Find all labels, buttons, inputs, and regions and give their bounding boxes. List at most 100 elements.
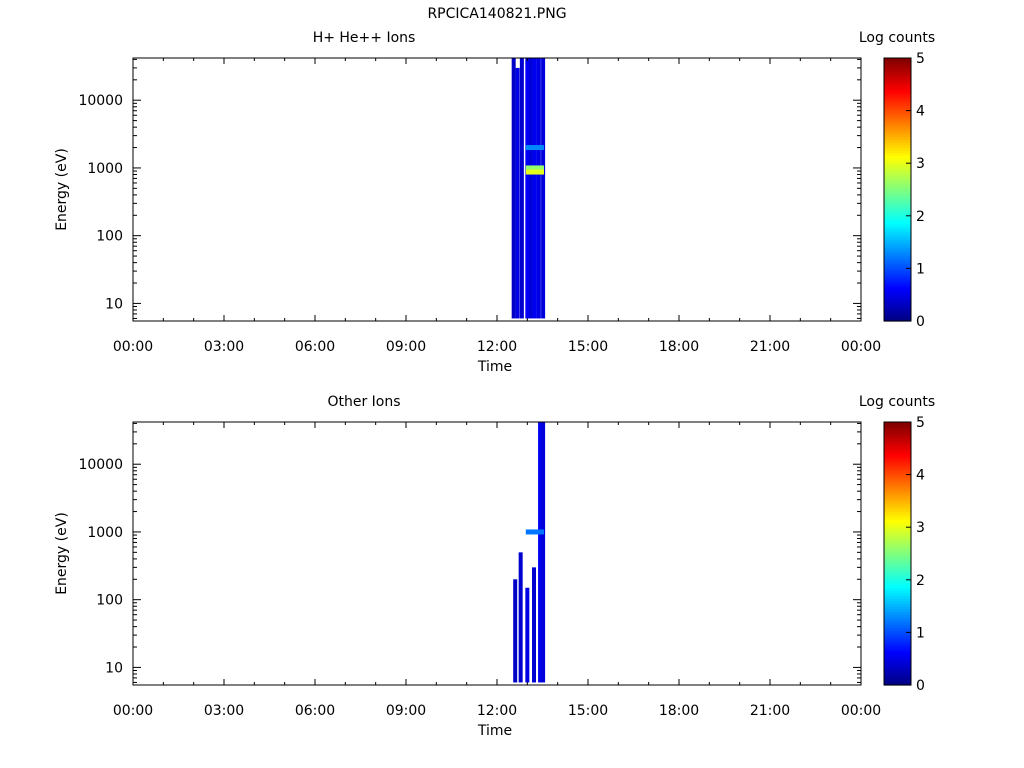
data-column bbox=[532, 567, 537, 683]
colorbar-segment bbox=[884, 157, 911, 162]
colorbar-segment bbox=[884, 482, 911, 486]
colorbar-segment bbox=[884, 677, 911, 681]
colorbar-segment bbox=[884, 192, 911, 196]
colorbar-tick-label: 4 bbox=[916, 468, 925, 484]
colorbar-segment bbox=[884, 500, 911, 505]
colorbar-segment bbox=[884, 268, 911, 272]
colorbar-segment bbox=[884, 456, 911, 460]
colorbar-segment bbox=[884, 437, 911, 442]
colorbar-segment bbox=[884, 60, 911, 64]
colorbar-segment bbox=[884, 244, 911, 248]
colorbar-segment bbox=[884, 294, 911, 298]
colorbar-segment bbox=[884, 215, 911, 220]
x-tick-label: 03:00 bbox=[204, 703, 244, 719]
x-tick-label: 09:00 bbox=[386, 703, 426, 719]
colorbar-segment bbox=[884, 506, 911, 510]
spectrogram-data bbox=[511, 58, 546, 319]
spectrogram-panel: Other Ions 00:00 03:00 06:00 09:00 12:00 15:00… bbox=[54, 394, 935, 739]
colorbar-segment bbox=[884, 176, 911, 180]
colorbar-segment bbox=[884, 587, 911, 591]
data-column bbox=[541, 58, 546, 319]
colorbar-segment bbox=[884, 574, 911, 578]
colorbar-segment bbox=[884, 450, 911, 455]
colorbar-tick-label: 1 bbox=[916, 261, 925, 277]
colorbar-label: Log counts bbox=[859, 30, 935, 46]
colorbar-segment bbox=[884, 453, 911, 457]
colorbar-segment bbox=[884, 144, 911, 149]
colorbar-segment bbox=[884, 68, 911, 72]
colorbar-segment bbox=[884, 92, 911, 96]
colorbar-segment bbox=[884, 532, 911, 536]
colorbar-segment bbox=[884, 205, 911, 209]
colorbar-segment bbox=[884, 516, 911, 520]
colorbar-segment bbox=[884, 550, 911, 555]
colorbar-segment bbox=[884, 671, 911, 676]
colorbar-segment bbox=[884, 682, 911, 686]
y-tick-label: 10000 bbox=[78, 457, 123, 473]
colorbar-segment bbox=[884, 165, 911, 170]
colorbar-segment bbox=[884, 592, 911, 597]
colorbar-segment bbox=[884, 315, 911, 319]
colorbar-segment bbox=[884, 469, 911, 473]
colorbar-segment bbox=[884, 635, 911, 639]
colorbar-segment bbox=[884, 440, 911, 444]
colorbar-segment bbox=[884, 249, 911, 254]
colorbar-segment bbox=[884, 207, 911, 212]
colorbar-segment bbox=[884, 432, 911, 436]
y-tick-label: 10000 bbox=[78, 93, 123, 109]
data-column bbox=[532, 58, 537, 319]
x-tick-label: 00:00 bbox=[113, 339, 153, 355]
colorbar-segment bbox=[884, 535, 911, 539]
colorbar-segment bbox=[884, 674, 911, 678]
peak-band bbox=[525, 165, 545, 171]
colorbar-segment bbox=[884, 168, 911, 172]
colorbar-segment bbox=[884, 126, 911, 130]
data-column bbox=[518, 552, 523, 683]
colorbar-segment bbox=[884, 527, 911, 531]
colorbar-segment bbox=[884, 474, 911, 478]
spectrogram-panel: H+ He++ Ions 00:00 03:00 06:00 09:00 12:00 15:… bbox=[54, 30, 935, 375]
colorbar-segment bbox=[884, 445, 911, 449]
colorbar-segment bbox=[884, 669, 911, 673]
colorbar-segment bbox=[884, 627, 911, 631]
colorbar-segment bbox=[884, 263, 911, 267]
colorbar-segment bbox=[884, 218, 911, 222]
x-tick-label: 21:00 bbox=[750, 339, 790, 355]
colorbar-segment bbox=[884, 113, 911, 117]
colorbar-segment bbox=[884, 139, 911, 143]
x-axis-label: Time bbox=[477, 723, 512, 739]
y-tick-label: 10 bbox=[105, 660, 123, 676]
colorbar-segment bbox=[884, 181, 911, 185]
colorbar-segment bbox=[884, 115, 911, 120]
colorbar-segment bbox=[884, 495, 911, 499]
colorbar-segment bbox=[884, 645, 911, 649]
colorbar-segment bbox=[884, 595, 911, 599]
colorbar-segment bbox=[884, 289, 911, 293]
colorbar-segment bbox=[884, 200, 911, 204]
colorbar-segment bbox=[884, 653, 911, 657]
colorbar-segment bbox=[884, 524, 911, 528]
colorbar-segment bbox=[884, 278, 911, 283]
y-tick-label: 1000 bbox=[87, 525, 123, 541]
colorbar-segment bbox=[884, 257, 911, 262]
colorbar-segment bbox=[884, 558, 911, 562]
x-axis-label: Time bbox=[477, 359, 512, 375]
colorbar-segment bbox=[884, 184, 911, 188]
colorbar: 0 1 2 3 4 5 Log counts bbox=[859, 394, 935, 694]
plot-frame bbox=[132, 421, 862, 686]
colorbar-segment bbox=[884, 561, 911, 565]
colorbar-segment bbox=[884, 600, 911, 605]
colorbar-segment bbox=[884, 487, 911, 491]
x-tick-label: 15:00 bbox=[568, 703, 608, 719]
colorbar-segment bbox=[884, 310, 911, 314]
colorbar-segment bbox=[884, 123, 911, 127]
colorbar-tick-label: 1 bbox=[916, 625, 925, 641]
colorbar-segment bbox=[884, 194, 911, 198]
x-tick-label: 18:00 bbox=[659, 703, 699, 719]
colorbar-segment bbox=[884, 276, 911, 280]
colorbar-segment bbox=[884, 292, 911, 296]
colorbar-segment bbox=[884, 134, 911, 138]
colorbar-segment bbox=[884, 105, 911, 109]
colorbar-segment bbox=[884, 466, 911, 470]
